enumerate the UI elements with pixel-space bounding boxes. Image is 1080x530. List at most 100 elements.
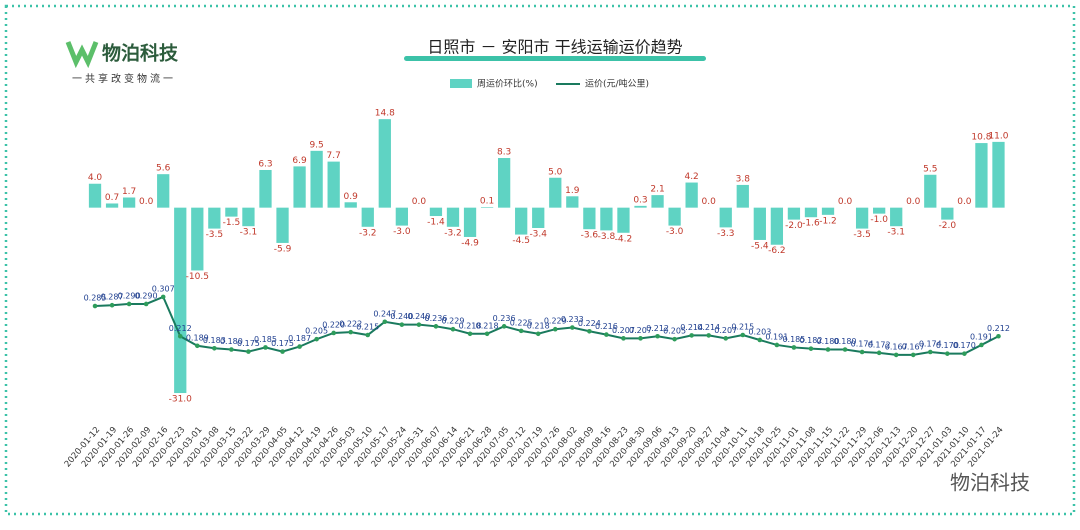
bar [259,169,272,208]
bar [651,195,664,208]
bar [208,207,221,229]
bar-label: 8.3 [497,148,511,158]
price-label: 0.183 [203,336,226,345]
bar-label: -3.5 [853,230,871,240]
bar-label: -3.6 [581,231,599,241]
price-label: 0.214 [697,323,720,332]
price-label: 0.212 [169,324,192,333]
bar [327,161,340,208]
price-label: 0.207 [612,326,635,335]
bar-label: -3.8 [598,232,616,242]
price-label: 0.170 [936,341,959,350]
bar-label: -31.0 [169,395,193,405]
bar [515,207,528,235]
price-dot [979,342,984,348]
price-label: 0.240 [407,312,430,321]
price-label: 0.285 [84,294,107,303]
price-dot [825,347,831,352]
bar [293,166,306,208]
price-label: 0.170 [953,341,976,350]
bar-label: 0.7 [105,193,119,203]
bar-label: 6.3 [258,159,272,169]
bar-label: 0.0 [957,197,972,207]
price-dot [416,322,422,327]
bar [88,183,102,208]
bar-label: 4.0 [88,173,103,183]
bar [736,184,749,208]
bar-label: -1.0 [870,215,888,225]
bar-label: 5.0 [548,167,563,177]
price-dot [587,328,592,334]
bar [668,207,681,226]
bar [600,207,613,231]
price-dot [246,349,251,354]
price-dot [177,333,183,339]
logo-icon [65,41,99,69]
bar-label: -1.5 [223,218,241,228]
bar [446,207,460,227]
price-label: 0.185 [782,335,805,344]
bar-label: -3.3 [717,229,735,239]
price-label: 0.191 [970,332,993,341]
price-label: 0.172 [868,340,891,349]
price-dot [859,349,865,355]
bar-label: -1.2 [819,216,837,226]
bar [855,207,869,229]
price-dot [399,322,405,327]
bar-label: 0.0 [906,197,921,207]
price-dot [842,347,848,352]
bar [804,207,818,218]
price-dot [552,326,558,332]
price-label: 0.167 [885,342,908,351]
bar [122,197,136,208]
bar-label: 4.2 [684,172,698,182]
bar [532,207,545,228]
price-label: 0.233 [561,315,584,324]
bar [276,207,289,243]
bar-label: -3.0 [666,227,684,237]
price-label: 0.180 [220,337,243,346]
price-dot [570,325,575,330]
price-label: 0.174 [919,339,942,348]
price-label: 0.247 [373,309,396,318]
price-label: 0.167 [902,342,925,351]
bar-label: -4.5 [512,236,530,246]
price-label: 0.218 [459,321,482,330]
border [4,4,1076,516]
bar [685,182,698,208]
bar [361,207,374,227]
price-label: 0.290 [135,291,158,300]
bar-label: -3.5 [206,230,224,240]
bar [941,207,954,220]
price-dot [535,331,541,337]
price-label: 0.218 [476,321,499,330]
price-label: 0.212 [646,324,669,333]
price-label: 0.215 [731,323,754,332]
price-dot [791,345,797,350]
price-dot [706,333,711,338]
bar [719,207,732,228]
price-label: 0.205 [305,327,328,336]
bar-label: 14.8 [375,109,395,119]
bar-label: -3.2 [444,228,462,238]
bar [105,203,119,208]
bar-label: -2.0 [785,221,803,231]
price-dot [331,330,336,336]
bar-label: -6.2 [768,246,786,256]
bar-label: 5.6 [156,164,171,174]
bar [617,207,630,233]
price-dot [723,336,729,341]
price-label: 0.287 [101,293,124,302]
bar-label: -3.0 [393,227,411,237]
bar-label: -3.2 [359,228,377,238]
bar [191,207,204,271]
price-dot [484,331,490,337]
bar-label: -1.6 [802,219,820,229]
price-dot [314,336,319,342]
price-label: 0.215 [356,323,379,332]
bar-label: 0.0 [702,197,717,207]
price-label: 0.180 [834,337,857,346]
bar [975,143,988,208]
price-label: 0.307 [152,284,175,293]
bar [890,207,903,227]
